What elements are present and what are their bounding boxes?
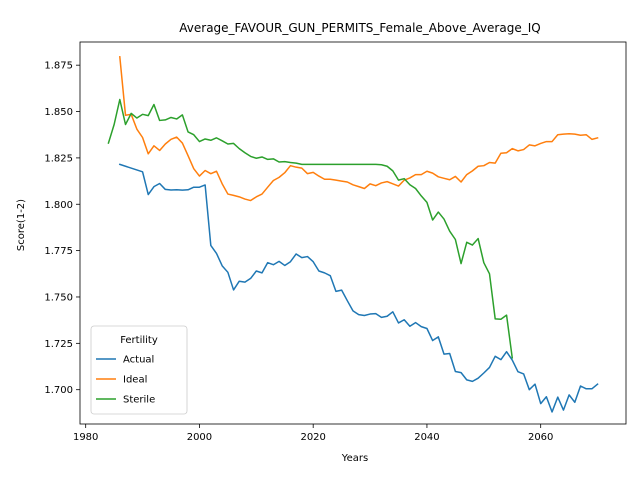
y-tick-label: 1.775	[44, 246, 73, 257]
y-tick-label: 1.700	[44, 385, 73, 396]
legend: Fertility Actual Ideal Sterile	[90, 325, 188, 415]
legend-box	[90, 325, 188, 415]
legend-title: Fertility	[120, 335, 158, 346]
y-axis-label: Score(1-2)	[16, 199, 27, 251]
y-tick-label: 1.725	[44, 339, 73, 350]
series-line-actual	[118, 163, 599, 413]
series-line-ideal	[118, 56, 599, 202]
y-tick-label: 1.825	[44, 153, 73, 164]
y-tick-label: 1.875	[44, 61, 73, 72]
series-line-sterile	[107, 98, 514, 359]
x-tick-label: 2020	[300, 432, 325, 443]
x-axis-ticks: 1980 2000 2020 2040 2060	[73, 424, 553, 443]
legend-label-ideal: Ideal	[123, 375, 147, 386]
y-tick-label: 1.800	[44, 200, 73, 211]
y-tick-label: 1.750	[44, 292, 73, 303]
legend-label-sterile: Sterile	[123, 395, 155, 406]
x-tick-label: 2000	[187, 432, 212, 443]
x-tick-label: 2040	[414, 432, 439, 443]
series-lines	[107, 56, 599, 413]
x-axis-label: Years	[341, 453, 368, 464]
x-tick-label: 1980	[73, 432, 98, 443]
chart-title: Average_FAVOUR_GUN_PERMITS_Female_Above_…	[179, 21, 540, 35]
y-tick-label: 1.850	[44, 107, 73, 118]
y-axis-ticks: 1.700 1.725 1.750 1.775 1.800 1.825 1.850 1.875	[44, 61, 80, 396]
x-tick-label: 2060	[528, 432, 553, 443]
axes-frame	[79, 41, 627, 425]
legend-label-actual: Actual	[123, 355, 154, 366]
